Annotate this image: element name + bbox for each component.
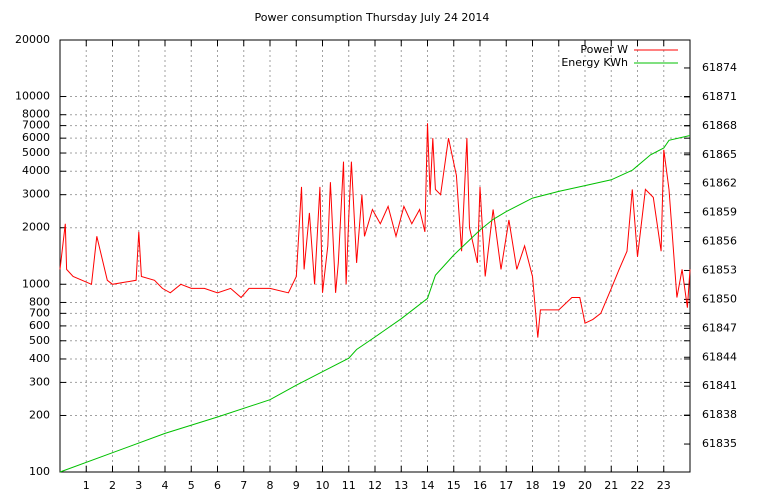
y-tick-label: 7000 <box>22 119 50 132</box>
y2-tick-label: 61871 <box>702 90 737 103</box>
y-tick-label: 3000 <box>22 188 50 201</box>
y-tick-label: 200 <box>29 408 50 421</box>
y2-tick-label: 61838 <box>702 408 737 421</box>
y2-tick-label: 61835 <box>702 437 737 450</box>
y2-tick-label: 61844 <box>702 350 737 363</box>
x-tick-label: 20 <box>578 479 592 492</box>
y-tick-label: 6000 <box>22 131 50 144</box>
x-tick-label: 21 <box>604 479 618 492</box>
y2-tick-label: 61856 <box>702 235 737 248</box>
x-tick-label: 19 <box>552 479 566 492</box>
series-line <box>59 123 691 338</box>
x-tick-label: 22 <box>631 479 645 492</box>
y-tick-label: 2000 <box>22 221 50 234</box>
y-tick-label: 800 <box>29 295 50 308</box>
x-tick-label: 9 <box>293 479 300 492</box>
y-tick-label: 5000 <box>22 146 50 159</box>
y2-tick-label: 61865 <box>702 148 737 161</box>
legend-label: Energy KWh <box>561 56 628 69</box>
y-tick-label: 1000 <box>22 277 50 290</box>
y2-tick-label: 61859 <box>702 206 737 219</box>
x-tick-label: 23 <box>657 479 671 492</box>
x-tick-label: 1 <box>83 479 90 492</box>
x-tick-label: 5 <box>188 479 195 492</box>
y2-tick-label: 61847 <box>702 321 737 334</box>
x-tick-label: 12 <box>368 479 382 492</box>
y2-tick-label: 61841 <box>702 379 737 392</box>
y-tick-label: 500 <box>29 334 50 347</box>
y-tick-label: 400 <box>29 352 50 365</box>
y-tick-label: 300 <box>29 375 50 388</box>
y-tick-label: 10000 <box>15 90 50 103</box>
y2-tick-label: 61868 <box>702 119 737 132</box>
y2-tick-label: 61862 <box>702 177 737 190</box>
y2-tick-label: 61850 <box>702 292 737 305</box>
x-tick-label: 2 <box>109 479 116 492</box>
plot-frame <box>59 39 691 473</box>
y-tick-label: 20000 <box>15 33 50 46</box>
x-tick-label: 17 <box>499 479 513 492</box>
y-tick-label: 700 <box>29 306 50 319</box>
x-tick-label: 3 <box>135 479 142 492</box>
y-tick-label: 600 <box>29 319 50 332</box>
y-tick-label: 100 <box>29 465 50 478</box>
chart-title: Power consumption Thursday July 24 2014 <box>255 11 490 24</box>
x-tick-label: 18 <box>526 479 540 492</box>
x-tick-label: 13 <box>394 479 408 492</box>
y-tick-label: 4000 <box>22 164 50 177</box>
x-tick-label: 10 <box>316 479 330 492</box>
y2-tick-label: 61874 <box>702 61 737 74</box>
x-tick-label: 7 <box>240 479 247 492</box>
x-tick-label: 14 <box>421 479 435 492</box>
x-tick-label: 15 <box>447 479 461 492</box>
x-tick-label: 8 <box>267 479 274 492</box>
y-tick-label: 8000 <box>22 108 50 121</box>
x-tick-label: 11 <box>342 479 356 492</box>
x-tick-label: 16 <box>473 479 487 492</box>
legend-label: Power W <box>580 43 628 56</box>
y2-tick-label: 61853 <box>702 263 737 276</box>
x-tick-label: 4 <box>162 479 169 492</box>
x-tick-label: 6 <box>214 479 221 492</box>
series-line <box>59 135 691 473</box>
